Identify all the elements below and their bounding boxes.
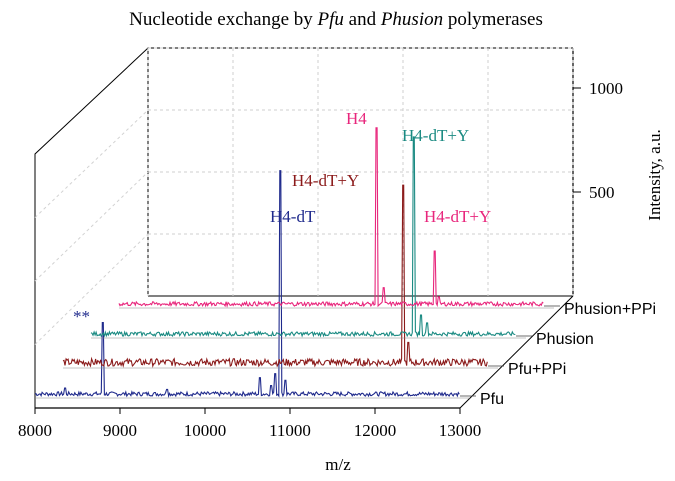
title-part-1: Nucleotide exchange by <box>129 9 317 30</box>
peak-annotation: H4-dT <box>270 207 316 226</box>
peak-annotation: H4-dT+Y <box>424 207 491 226</box>
grid-left-wall <box>34 171 149 282</box>
title-part-2: and <box>344 9 381 30</box>
frame-right-floor <box>459 295 574 409</box>
grid-lines <box>34 47 574 345</box>
y-tick-label: 1000 <box>589 79 623 98</box>
x-tick-label: 9000 <box>103 421 137 440</box>
x-tick-label: 12000 <box>354 421 397 440</box>
series-line <box>118 127 544 308</box>
peak-annotation: H4 <box>346 109 367 128</box>
y-axis-label: Intensity, a.u. <box>645 129 664 220</box>
x-tick-label: 13000 <box>439 421 482 440</box>
title-italic-pfu: Pfu <box>317 9 344 30</box>
series-label: Pfu <box>480 391 504 408</box>
grid-left-wall <box>34 233 149 345</box>
frame-left-wall <box>34 46 149 408</box>
x-tick-label: 10000 <box>184 421 227 440</box>
series-label: Phusion+PPi <box>564 301 656 318</box>
title-part-3: polymerases <box>443 9 543 30</box>
x-axis-label: m/z <box>325 455 351 474</box>
axis-ticks: 500 1000 8000 9000 10000 11000 12000 13000 <box>18 79 623 440</box>
series-label: Pfu+PPi <box>508 361 566 378</box>
series-line <box>34 170 460 399</box>
x-tick-label: 8000 <box>18 421 52 440</box>
y-tick-label: 500 <box>589 183 615 202</box>
series-line <box>90 136 516 339</box>
series-line <box>62 184 488 368</box>
series-layer <box>34 127 554 399</box>
plot-box <box>34 46 574 409</box>
peak-annotation: ** <box>73 307 90 326</box>
grid-left-wall <box>34 109 149 218</box>
x-tick-label: 11000 <box>269 421 311 440</box>
peak-annotation: H4-dT+Y <box>402 126 469 145</box>
peak-annotation: H4-dT+Y <box>292 171 359 190</box>
title-italic-phusion: Phusion <box>380 9 443 30</box>
series-label: Phusion <box>536 331 594 348</box>
chart-title: Nucleotide exchange by Pfu and Phusion p… <box>129 9 543 30</box>
